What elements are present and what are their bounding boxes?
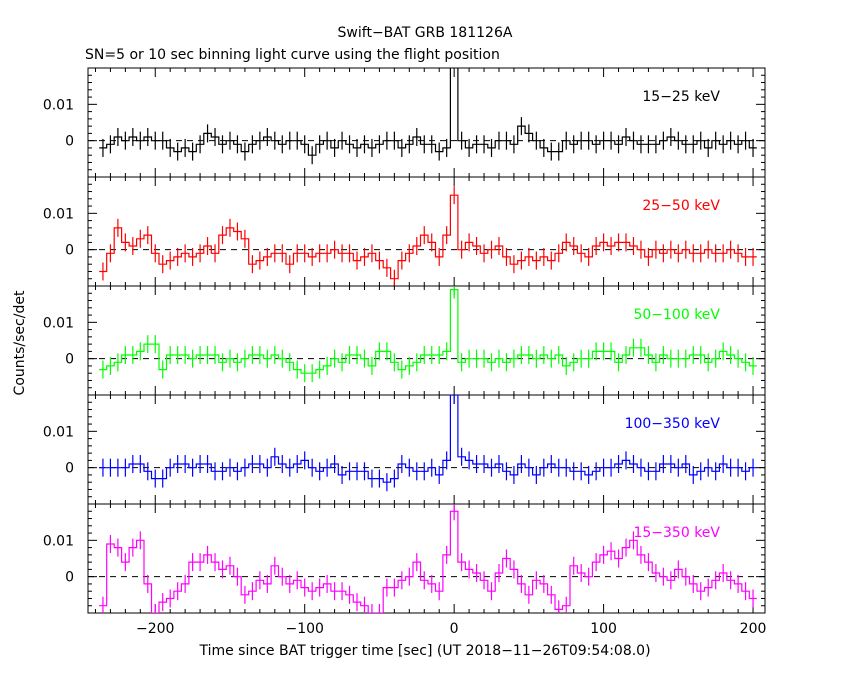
- x-tick-label: 200: [740, 621, 767, 637]
- panel-frame: [87, 503, 766, 614]
- y-tick-label: 0.01: [43, 424, 74, 440]
- x-tick-label: −100: [285, 621, 323, 637]
- y-tick-label: 0.01: [43, 97, 74, 113]
- panel-5: 0 0.01 15−350 keV: [43, 503, 766, 614]
- series-5: [99, 504, 757, 613]
- series-2: [99, 186, 757, 286]
- y-tick-label: 0: [65, 570, 74, 586]
- y-tick-label: 0.01: [43, 206, 74, 222]
- series-label: 25−50 keV: [642, 198, 720, 214]
- series-label: 100−350 keV: [625, 416, 721, 432]
- panel-2: 0 0.01 25−50 keV: [43, 176, 766, 287]
- series-label: 15−25 keV: [642, 89, 720, 105]
- x-tick-label: −200: [136, 621, 174, 637]
- y-axis-label: Counts/sec/det: [12, 290, 28, 395]
- series-4: [99, 395, 757, 492]
- panels: 0 0.01 15−25 keV 0 0.01 25−50 keV 0 0.01 50−100 …: [43, 67, 767, 637]
- step-line: [99, 194, 757, 280]
- x-tick-label: 0: [450, 621, 459, 637]
- y-tick-label: 0: [65, 134, 74, 150]
- panel-frame: [87, 176, 766, 287]
- y-tick-label: 0: [65, 352, 74, 368]
- panel-4: 0 0.01 100−350 keV: [43, 394, 766, 505]
- series-3: [99, 286, 757, 383]
- step-line: [99, 289, 757, 374]
- panel-1: 0 0.01 15−25 keV: [43, 67, 766, 178]
- x-axis-label: Time since BAT trigger time [sec] (UT 20…: [198, 643, 650, 659]
- y-tick-label: 0: [65, 461, 74, 477]
- step-line: [99, 395, 757, 483]
- series-label: 50−100 keV: [633, 307, 720, 323]
- panel-frame: [87, 285, 766, 396]
- y-tick-label: 0.01: [43, 315, 74, 331]
- y-tick-label: 0.01: [43, 533, 74, 549]
- panel-frame: [87, 67, 766, 178]
- x-tick-label: 100: [590, 621, 617, 637]
- chart-subtitle: SN=5 or 10 sec binning light curve using…: [85, 47, 500, 63]
- panel-frame: [87, 394, 766, 505]
- series-1: [99, 68, 757, 165]
- y-tick-label: 0: [65, 243, 74, 259]
- chart-title: Swift−BAT GRB 181126A: [338, 25, 513, 41]
- series-label: 15−350 keV: [633, 525, 720, 541]
- panel-3: 0 0.01 50−100 keV: [43, 285, 766, 396]
